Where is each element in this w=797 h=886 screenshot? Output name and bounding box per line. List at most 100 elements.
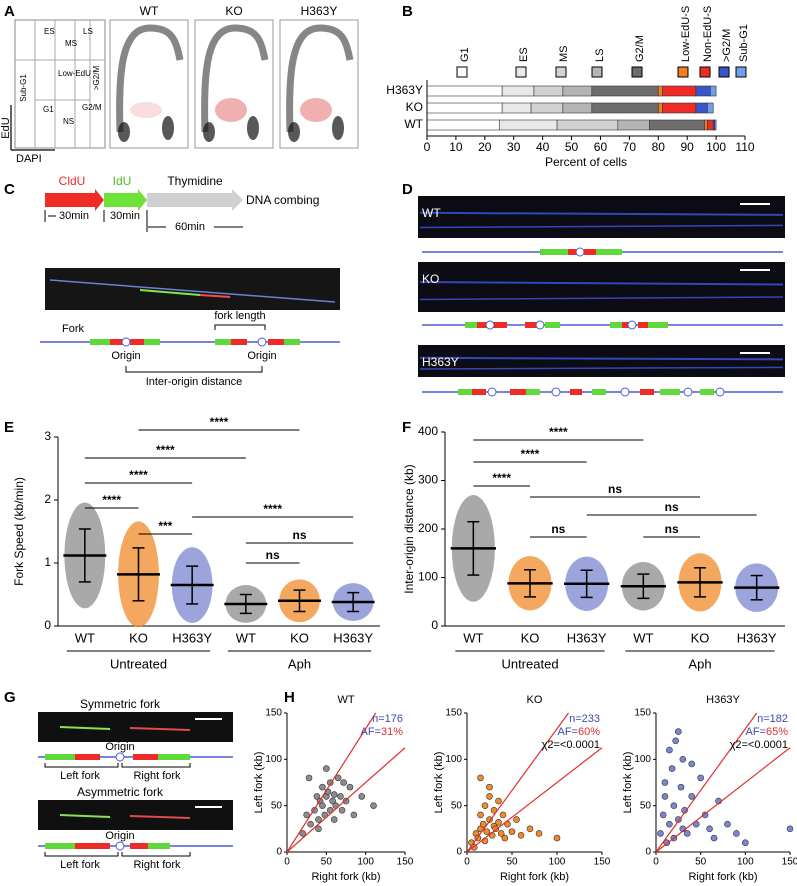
reference-line bbox=[286, 712, 377, 853]
point bbox=[334, 774, 342, 782]
group-label: Aph bbox=[288, 656, 311, 671]
panel-letter: E bbox=[4, 419, 14, 436]
reference-line bbox=[655, 712, 758, 853]
x-tick-label: 50 bbox=[695, 857, 707, 868]
point bbox=[479, 820, 487, 828]
af-label: AF=65% bbox=[745, 726, 788, 738]
bracket bbox=[214, 324, 266, 330]
gate-label: G2/M bbox=[82, 103, 102, 112]
group-label: Untreated bbox=[501, 656, 558, 671]
bar-segment bbox=[617, 119, 650, 131]
y-axis-label: Inter-origin distance (kb) bbox=[402, 464, 416, 593]
point bbox=[661, 793, 669, 800]
significance: ns bbox=[665, 522, 679, 536]
significance: *** bbox=[158, 519, 172, 533]
left-label: Left fork bbox=[60, 770, 100, 782]
track-segment bbox=[45, 843, 75, 849]
point bbox=[307, 820, 314, 828]
legend-label: G2/M bbox=[634, 35, 646, 62]
bracket bbox=[121, 852, 191, 857]
category-label: H363Y bbox=[567, 630, 607, 645]
gate-label: NS bbox=[63, 117, 74, 126]
origin bbox=[575, 247, 585, 257]
point bbox=[340, 779, 347, 786]
track-segment bbox=[75, 843, 110, 849]
y-tick-label: 150 bbox=[445, 708, 462, 719]
legend-swatch bbox=[515, 66, 527, 78]
origin-label: Origin bbox=[247, 350, 276, 362]
fiber bbox=[59, 814, 111, 818]
track-segment bbox=[525, 322, 537, 328]
right-label: Right fork bbox=[133, 859, 181, 871]
point bbox=[330, 791, 338, 798]
y-tick-label: 150 bbox=[634, 708, 651, 719]
category-label: WT bbox=[463, 630, 483, 645]
origin-label: Origin bbox=[105, 741, 134, 753]
bar-segment bbox=[649, 119, 705, 131]
point bbox=[672, 737, 679, 745]
track-segment bbox=[648, 322, 668, 328]
point bbox=[497, 830, 505, 837]
x-tick-label: 0 bbox=[464, 857, 470, 868]
legend-swatch bbox=[718, 66, 730, 78]
y-tick-label: 0 bbox=[431, 618, 438, 632]
significance: **** bbox=[129, 468, 148, 482]
n-label: n=176 bbox=[372, 713, 403, 725]
fiber-image bbox=[418, 345, 785, 377]
significance: **** bbox=[492, 471, 511, 485]
significance: **** bbox=[521, 447, 540, 461]
scatter-title: WT bbox=[337, 694, 354, 706]
track-segment bbox=[472, 389, 486, 395]
point bbox=[499, 811, 507, 819]
point bbox=[710, 834, 718, 842]
point bbox=[666, 746, 673, 754]
fiber bbox=[139, 289, 201, 296]
point bbox=[319, 802, 326, 809]
category-label: KO bbox=[691, 630, 710, 645]
legend-swatch bbox=[699, 66, 711, 78]
y-tick-label: 150 bbox=[265, 708, 282, 719]
point bbox=[486, 816, 493, 823]
point bbox=[477, 811, 484, 819]
bar-segment bbox=[695, 102, 708, 114]
x-tick-label: 50 bbox=[321, 857, 333, 868]
x-axis-label: Right fork (kb) bbox=[500, 871, 569, 883]
af-prefix: AF= bbox=[557, 726, 577, 738]
bar-segment bbox=[498, 119, 558, 131]
y-axis-label: Left fork (kb) bbox=[433, 752, 445, 814]
panel-letter: D bbox=[402, 181, 413, 198]
track-segment bbox=[638, 322, 648, 328]
y-tick-label: 50 bbox=[640, 800, 652, 811]
y-tick-label: 0 bbox=[44, 618, 51, 632]
axis-label: EdU bbox=[0, 117, 12, 138]
bracket bbox=[44, 852, 119, 857]
track-segment bbox=[45, 754, 75, 760]
flow-cluster bbox=[332, 116, 344, 140]
fiber bbox=[129, 815, 191, 819]
y-tick-label: 100 bbox=[265, 754, 282, 765]
track-segment bbox=[596, 249, 622, 255]
category-label: WT bbox=[633, 630, 653, 645]
left-label: Left fork bbox=[60, 859, 100, 871]
point bbox=[508, 828, 516, 835]
track-segment bbox=[622, 322, 632, 328]
flow-cluster bbox=[203, 122, 215, 142]
point bbox=[315, 816, 322, 823]
bar-segment bbox=[591, 102, 659, 114]
panel-letter: C bbox=[4, 181, 15, 198]
flow-cloud bbox=[286, 24, 354, 133]
x-tick-label: 30 bbox=[507, 140, 521, 154]
point bbox=[338, 806, 346, 814]
cldu-arrow bbox=[45, 189, 104, 211]
x-tick-label: 110 bbox=[735, 140, 754, 154]
point bbox=[701, 811, 709, 819]
reference-line bbox=[286, 747, 406, 853]
bar-segment bbox=[657, 85, 663, 97]
bar-segment bbox=[562, 85, 593, 97]
significance: **** bbox=[263, 502, 282, 516]
point bbox=[668, 765, 676, 772]
origin bbox=[551, 387, 561, 397]
gate-label: >G2/M bbox=[92, 66, 101, 91]
bar-segment bbox=[707, 102, 714, 114]
